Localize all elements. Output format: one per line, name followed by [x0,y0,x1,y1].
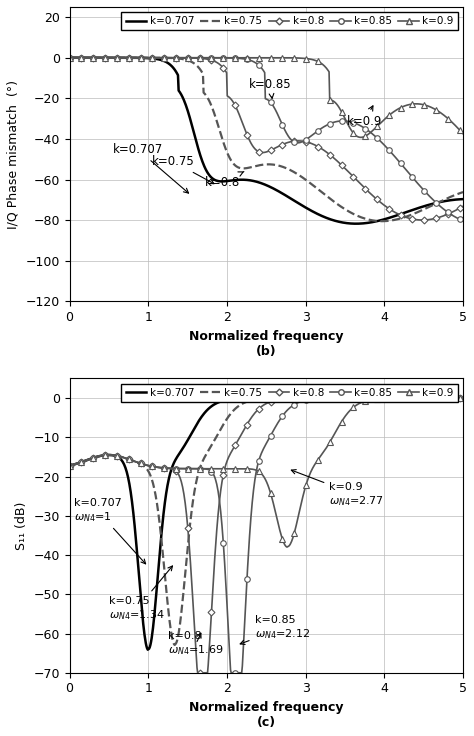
Text: k=0.9: k=0.9 [346,106,382,127]
Text: k=0.8: k=0.8 [205,171,244,188]
X-axis label: Normalized frequency
(b): Normalized frequency (b) [189,330,344,358]
Y-axis label: I/Q Phase mismatch  (°): I/Q Phase mismatch (°) [7,79,20,229]
Text: k=0.8
$\omega_{N4}$=1.69: k=0.8 $\omega_{N4}$=1.69 [168,631,224,657]
Legend: k=0.707, k=0.75, k=0.8, k=0.85, k=0.9: k=0.707, k=0.75, k=0.8, k=0.85, k=0.9 [121,383,458,402]
Text: k=0.75
$\omega_{N4}$=1.34: k=0.75 $\omega_{N4}$=1.34 [109,566,173,622]
Y-axis label: S₁₁ (dB): S₁₁ (dB) [15,501,28,550]
Text: k=0.9
$\omega_{N4}$=2.77: k=0.9 $\omega_{N4}$=2.77 [292,470,383,508]
Text: k=0.85: k=0.85 [249,78,292,99]
Text: k=0.85
$\omega_{N4}$=2.12: k=0.85 $\omega_{N4}$=2.12 [240,615,310,645]
Text: k=0.707: k=0.707 [113,143,189,193]
X-axis label: Normalized frequency
(c): Normalized frequency (c) [189,701,344,729]
Text: k=0.707
$\omega_{N4}$=1: k=0.707 $\omega_{N4}$=1 [73,498,146,564]
Legend: k=0.707, k=0.75, k=0.8, k=0.85, k=0.9: k=0.707, k=0.75, k=0.8, k=0.85, k=0.9 [121,13,458,30]
Text: k=0.75: k=0.75 [152,155,214,184]
